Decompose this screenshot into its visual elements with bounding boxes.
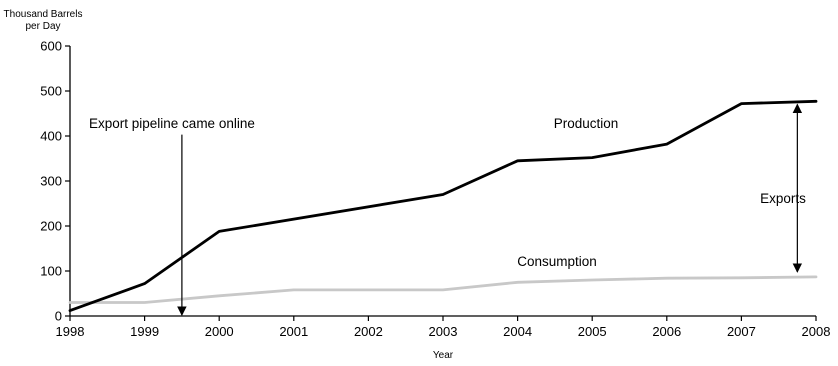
x-tick-label: 2007 xyxy=(727,324,756,339)
x-tick-label: 2005 xyxy=(578,324,607,339)
x-tick-label: 1998 xyxy=(56,324,85,339)
y-axis-label-line-2: per Day xyxy=(25,21,60,32)
series-label-production: Production xyxy=(554,116,619,131)
annotation-exports-text: Exports xyxy=(760,191,806,206)
x-tick-label: 1999 xyxy=(130,324,159,339)
series-label-consumption: Consumption xyxy=(517,254,597,269)
x-tick-label: 2003 xyxy=(429,324,458,339)
x-tick-label: 2000 xyxy=(205,324,234,339)
y-ticks: 0 100 200 300 400 500 600 xyxy=(40,39,70,324)
y-axis-label-line-1: Thousand Barrels xyxy=(4,9,83,20)
series-line-consumption xyxy=(68,275,818,304)
y-tick-label: 100 xyxy=(40,264,62,279)
x-tick-label: 2008 xyxy=(802,324,831,339)
y-tick-label: 200 xyxy=(40,219,62,234)
y-tick-label: 0 xyxy=(55,309,62,324)
x-tick-label: 2002 xyxy=(354,324,383,339)
annotation-pipeline-text: Export pipeline came online xyxy=(89,116,255,131)
y-tick-label: 400 xyxy=(40,129,62,144)
annotation-layer xyxy=(177,103,803,316)
x-ticks: 1998 1999 2000 2001 2002 2003 2004 2005 2006 2007… xyxy=(56,316,831,339)
x-axis-label: Year xyxy=(433,350,454,361)
x-tick-label: 2006 xyxy=(652,324,681,339)
y-tick-label: 500 xyxy=(40,84,62,99)
x-tick-label: 2004 xyxy=(503,324,532,339)
y-tick-label: 300 xyxy=(40,174,62,189)
series-line-production xyxy=(68,99,818,313)
y-tick-label: 600 xyxy=(40,39,62,54)
series-layer xyxy=(68,99,818,313)
x-tick-label: 2001 xyxy=(279,324,308,339)
